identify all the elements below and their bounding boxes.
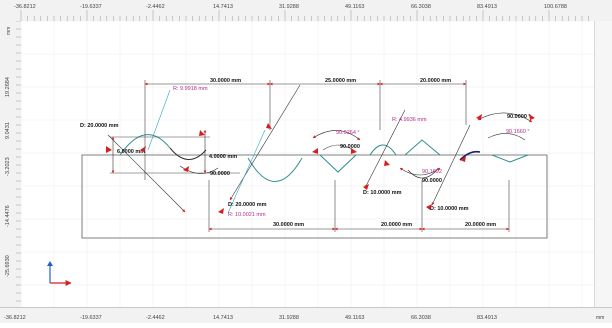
angle-left[interactable]: 90.0000	[210, 171, 230, 177]
dark-arc-2	[459, 150, 481, 161]
v-groove-3	[491, 154, 529, 163]
top-tick-6: 66.3038	[411, 4, 431, 10]
angle-1[interactable]: 90.0264 °	[336, 130, 360, 136]
height-center[interactable]: 4.0000 mm	[209, 154, 237, 160]
top-tick-2: -2.4462	[146, 4, 165, 10]
top-tick-4: 31.9288	[279, 4, 299, 10]
diameter-right[interactable]: D: 10.0000 mm	[430, 206, 469, 212]
origin-axes-icon[interactable]	[47, 261, 72, 286]
diameter-center[interactable]: D: 20.0000 mm	[228, 202, 267, 208]
drawing-svg: 30.0000 mm 25.0000 mm 20.0000 mm 30.0000…	[20, 20, 594, 307]
dark-arc-1	[169, 147, 207, 160]
right-small-arc	[369, 144, 397, 156]
part-outline[interactable]	[81, 154, 548, 239]
top-tick-0: -36.8212	[14, 4, 36, 10]
drawing-canvas[interactable]: 30.0000 mm 25.0000 mm 20.0000 mm 30.0000…	[20, 20, 594, 307]
radius-center[interactable]: R: 10.0021 mm	[228, 212, 266, 218]
top-dim-3[interactable]: 20.0000 mm	[420, 78, 451, 84]
leader-lines	[107, 84, 471, 214]
angle-3[interactable]: 90.1692	[422, 169, 442, 175]
angle-6[interactable]: 90.1660 °	[506, 129, 530, 135]
diameter-mid[interactable]: D: 10.0000 mm	[363, 190, 402, 196]
left-tick-1: 9.0431	[5, 122, 11, 139]
bottom-unit-label: mm	[596, 315, 604, 321]
angle-arcs[interactable]	[179, 112, 533, 179]
angle-2[interactable]: 90.0000	[340, 144, 360, 150]
top-ruler[interactable]: -36.8212 -19.6337 -2.4462 14.7413 31.928…	[0, 0, 612, 22]
top-dim-1[interactable]: 30.0000 mm	[210, 78, 241, 84]
top-tick-1: -19.6337	[80, 4, 102, 10]
profile-features[interactable]	[119, 134, 529, 182]
top-dim-2[interactable]: 25.0000 mm	[325, 78, 356, 84]
top-tick-8: 100.6788	[544, 4, 567, 10]
bottom-tick-1: -19.6337	[80, 315, 102, 321]
top-tick-5: 49.1163	[345, 4, 364, 10]
bottom-ruler[interactable]: -36.8212 -19.6337 -2.4462 14.7413 31.928…	[0, 307, 612, 323]
bottom-tick-7: 83.4913	[477, 315, 497, 321]
height-left[interactable]: 6.0000 mm	[117, 149, 145, 155]
feature-markers	[106, 114, 535, 214]
radius-right[interactable]: R: 4.9936 mm	[392, 117, 427, 123]
bottom-tick-4: 31.9288	[279, 315, 299, 321]
angle-4[interactable]: 90.0000	[422, 178, 442, 184]
bottom-tick-5: 49.1163	[345, 315, 364, 321]
top-tick-3: 14.7413	[213, 4, 233, 10]
background-grid	[20, 20, 594, 307]
left-tick-2: -3.2023	[5, 157, 11, 176]
diameter-left[interactable]: D: 20.0000 mm	[80, 123, 119, 129]
top-tick-7: 83.4913	[477, 4, 497, 10]
left-tick-3: -14.4476	[5, 205, 11, 227]
top-ruler-graphic: -36.8212 -19.6337 -2.4462 14.7413 31.928…	[14, 4, 589, 21]
height-dimensions[interactable]	[111, 129, 207, 174]
left-unit-label: mm	[6, 27, 12, 35]
angle-5[interactable]: 90.0000 °	[507, 114, 531, 120]
right-scroll-edge[interactable]	[594, 21, 612, 307]
bottom-tick-0: -36.8212	[4, 315, 26, 321]
left-ruler-graphic: mm 19.2684 9.0431 -3.2023 -14.4476 -25.6…	[5, 20, 21, 302]
radius-top-left[interactable]: R: 9.9918 mm	[173, 86, 208, 92]
v-groove-2	[404, 139, 441, 156]
left-tick-0: 19.2684	[5, 77, 11, 97]
bottom-tick-3: 14.7413	[213, 315, 233, 321]
extension-lines	[110, 80, 510, 232]
v-groove-1	[319, 154, 357, 173]
left-ruler[interactable]: mm 19.2684 9.0431 -3.2023 -14.4476 -25.6…	[0, 20, 22, 307]
bottom-tick-2: -2.4462	[146, 315, 165, 321]
center-arc	[247, 157, 303, 182]
bottom-dim-1[interactable]: 30.0000 mm	[273, 222, 304, 228]
bottom-tick-6: 66.3038	[411, 315, 431, 321]
bottom-ruler-graphic: -36.8212 -19.6337 -2.4462 14.7413 31.928…	[4, 315, 604, 321]
left-arc	[119, 134, 171, 156]
bottom-dim-2[interactable]: 20.0000 mm	[381, 222, 412, 228]
bottom-dim-3[interactable]: 20.0000 mm	[465, 222, 496, 228]
left-tick-4: -25.6930	[5, 255, 11, 277]
